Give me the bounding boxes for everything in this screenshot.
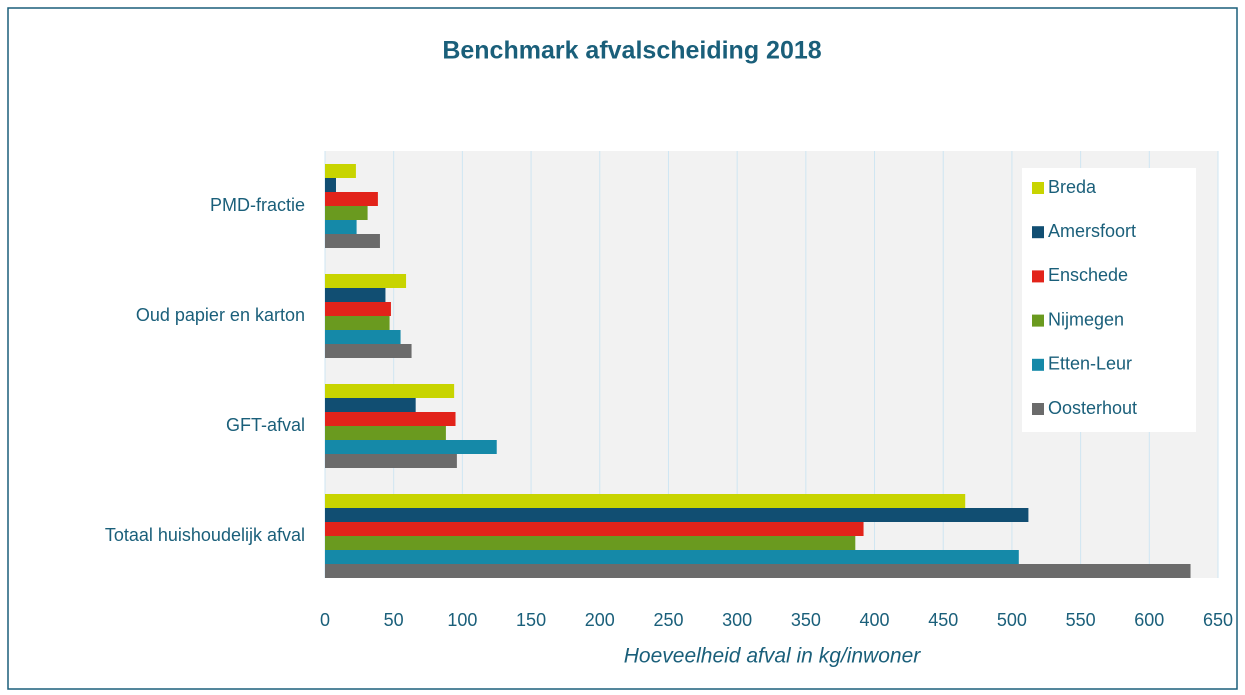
y-tick-label: Oud papier en karton [136, 305, 305, 325]
legend-box [1022, 168, 1196, 432]
bar [325, 522, 864, 536]
legend-label: Breda [1048, 177, 1097, 197]
legend-swatch [1032, 226, 1044, 239]
legend-label: Amersfoort [1048, 221, 1136, 241]
legend-label: Oosterhout [1048, 398, 1137, 418]
bar [325, 234, 380, 248]
bar [325, 454, 457, 468]
legend-swatch [1032, 182, 1044, 194]
x-tick-label: 100 [447, 610, 477, 630]
bar [325, 344, 412, 358]
bar [325, 412, 456, 426]
x-tick-label: 300 [722, 610, 752, 630]
x-tick-label: 250 [653, 610, 683, 630]
bar [325, 384, 455, 398]
bar [325, 536, 856, 550]
bar [325, 220, 357, 234]
x-tick-label: 550 [1066, 610, 1096, 630]
x-tick-label: 0 [320, 610, 330, 630]
bar [325, 494, 966, 508]
legend-swatch [1032, 270, 1044, 283]
x-tick-label: 350 [791, 610, 821, 630]
bar [325, 192, 378, 206]
legend-swatch [1032, 314, 1044, 327]
x-tick-label: 200 [585, 610, 615, 630]
legend-label: Etten-Leur [1048, 354, 1132, 374]
bar [325, 178, 336, 192]
legend-swatch [1032, 358, 1044, 371]
x-axis-label: Hoeveelheid afval in kg/inwoner [624, 645, 922, 668]
bar [325, 302, 391, 316]
x-tick-label: 150 [516, 610, 546, 630]
x-tick-label: 650 [1203, 610, 1233, 630]
bar [325, 330, 401, 344]
bar [325, 398, 416, 412]
x-tick-label: 500 [997, 610, 1027, 630]
bar [325, 564, 1191, 578]
x-tick-label: 50 [384, 610, 404, 630]
bar [325, 426, 446, 440]
legend-label: Enschede [1048, 265, 1128, 285]
bar [325, 550, 1019, 564]
y-tick-label: GFT-afval [226, 415, 305, 435]
bar [325, 316, 390, 330]
y-tick-label: PMD-fractie [210, 195, 305, 215]
x-tick-label: 600 [1134, 610, 1164, 630]
bar [325, 508, 1029, 522]
legend-swatch [1032, 403, 1044, 415]
bar [325, 288, 386, 302]
bar [325, 440, 497, 454]
x-tick-label: 400 [860, 610, 890, 630]
bar [325, 274, 407, 288]
bar [325, 206, 368, 220]
y-tick-label: Totaal huishoudelijk afval [105, 525, 305, 545]
chart-title: Benchmark afvalscheiding 2018 [442, 37, 821, 65]
bar [325, 164, 356, 178]
x-tick-label: 450 [928, 610, 958, 630]
legend-label: Nijmegen [1048, 309, 1124, 329]
